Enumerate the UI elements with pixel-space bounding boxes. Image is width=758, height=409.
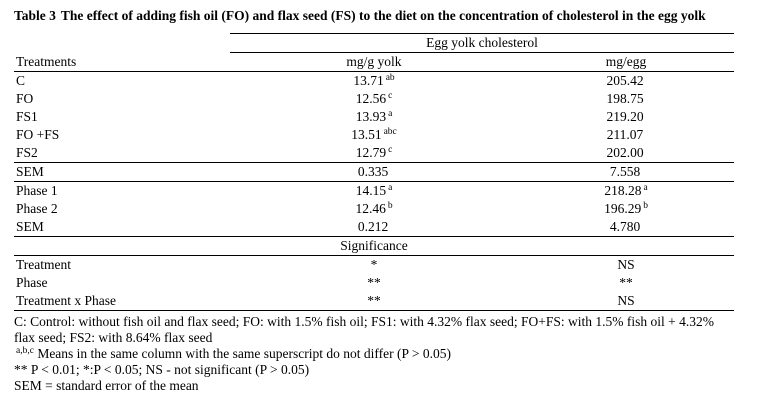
value-mg-egg: 202.00: [518, 144, 734, 163]
table-number: Table 3: [14, 8, 56, 23]
value-mg-g-yolk: 13.93 a: [230, 108, 518, 126]
significance-mg-egg: NS: [617, 257, 635, 272]
value-text: 13.51: [351, 127, 382, 142]
significance-row-phase: Phase ** **: [14, 274, 734, 292]
significance-mg-g-yolk: **: [367, 275, 381, 290]
value-text: 202.00: [606, 145, 644, 160]
row-label: Treatment x Phase: [14, 292, 230, 311]
row-label: FS2: [16, 145, 38, 160]
row-label: C: [16, 73, 26, 88]
row-label: Phase: [16, 275, 48, 290]
value-text: 0.335: [357, 164, 389, 179]
significance-mg-egg: NS: [518, 292, 734, 311]
superscript: c: [388, 144, 393, 155]
value-text: 12.46: [355, 201, 386, 216]
superscript: a: [388, 182, 393, 193]
value-text: 13.93: [355, 109, 387, 124]
empty-cell: [14, 34, 230, 53]
significance-row-treatment-x-phase: Treatment x Phase ** NS: [14, 292, 734, 311]
value-mg-egg: 198.75: [518, 90, 734, 108]
column-header-row: Treatments mg/g yolk mg/egg: [14, 52, 734, 72]
table-row-phase-1: Phase 1 14.15 a 218.28 a: [14, 182, 734, 201]
table-row-fo: FO 12.56 c 198.75: [14, 90, 734, 108]
value-text: 205.42: [606, 73, 644, 88]
value-text: 211.07: [606, 127, 644, 142]
significance-mg-g-yolk: *: [370, 257, 378, 272]
footnote-diet-definitions: C: Control: without fish oil and flax se…: [14, 314, 714, 345]
row-label: Phase 1: [16, 183, 58, 198]
table-row-fs1: FS1 13.93 a 219.20: [14, 108, 734, 126]
column-header-mg-g-yolk: mg/g yolk: [230, 52, 518, 72]
data-table: Egg yolk cholesterol Treatments mg/g yol…: [14, 33, 734, 311]
value-text: 198.75: [606, 91, 644, 106]
value-mg-egg: 4.780: [518, 218, 734, 237]
row-label: FS1: [16, 109, 38, 124]
value-mg-g-yolk: 12.46 b: [230, 200, 518, 218]
significance-mg-g-yolk: **: [230, 292, 518, 311]
value-mg-g-yolk: 12.79 c: [230, 144, 518, 163]
table-title: The effect of adding fish oil (FO) and f…: [60, 8, 706, 23]
superscript: c: [388, 90, 393, 101]
superscript-abc: a,b,c: [16, 345, 34, 356]
footnote-superscripts: a,b,c Means in the same column with the …: [14, 346, 738, 362]
value-mg-egg: 196.29 b: [518, 200, 734, 218]
table-row-sem-treatments: SEM 0.335 7.558: [14, 162, 734, 182]
table-row-fs2: FS2 12.79 c 202.00: [14, 144, 734, 163]
table-caption: Table 3 The effect of adding fish oil (FO…: [14, 8, 714, 24]
footnote-sem: SEM = standard error of the mean: [14, 378, 199, 393]
row-label: FO +FS: [16, 127, 60, 142]
value-mg-egg: 205.42: [518, 72, 734, 91]
table-row-fo-fs: FO +FS 13.51 abc 211.07: [14, 126, 734, 144]
value-text: 196.29: [604, 201, 642, 216]
superscript: a: [388, 108, 393, 119]
value-mg-egg: 7.558: [518, 162, 734, 182]
value-text: 12.56: [355, 91, 387, 106]
significance-mg-egg: **: [619, 275, 633, 290]
value-mg-egg: 219.20: [518, 108, 734, 126]
value-text: 0.212: [357, 219, 389, 234]
value-mg-egg: 211.07: [518, 126, 734, 144]
row-label: SEM: [14, 162, 230, 182]
row-label: Treatment: [16, 257, 71, 272]
column-header-treatments: Treatments: [14, 52, 230, 72]
table-row-phase-2: Phase 2 12.46 b 196.29 b: [14, 200, 734, 218]
value-mg-g-yolk: 0.335: [230, 162, 518, 182]
significance-header: Significance: [14, 236, 734, 256]
value-mg-g-yolk: 14.15 a: [230, 182, 518, 201]
superscript: ab: [385, 72, 395, 83]
table-row-sem-phase: SEM 0.212 4.780: [14, 218, 734, 237]
superscript: b: [643, 200, 648, 211]
value-text: 7.558: [609, 164, 641, 179]
value-text: 4.780: [609, 219, 641, 234]
value-text: 13.71: [353, 73, 384, 88]
footnote-superscripts-text: Means in the same column with the same s…: [33, 346, 451, 361]
value-mg-egg: 218.28 a: [518, 182, 734, 201]
value-mg-g-yolk: 13.71 ab: [230, 72, 518, 91]
group-header-egg-yolk-cholesterol: Egg yolk cholesterol: [230, 33, 734, 53]
footnote-significance-codes: ** P < 0.01; *:P < 0.05; NS - not signif…: [14, 362, 310, 377]
significance-header-row: Significance: [14, 236, 734, 256]
value-text: 12.79: [355, 145, 387, 160]
significance-row-treatment: Treatment * NS: [14, 256, 734, 275]
value-mg-g-yolk: 12.56 c: [230, 90, 518, 108]
row-label: FO: [16, 91, 34, 106]
group-header-row: Egg yolk cholesterol: [14, 33, 734, 53]
superscript: abc: [383, 126, 397, 137]
value-text: 218.28: [604, 183, 642, 198]
row-label: SEM: [14, 218, 230, 237]
value-text: 219.20: [606, 109, 644, 124]
row-label: Phase 2: [16, 201, 58, 216]
column-header-mg-egg: mg/egg: [518, 52, 734, 72]
value-text: 14.15: [355, 183, 387, 198]
value-mg-g-yolk: 0.212: [230, 218, 518, 237]
superscript: b: [387, 200, 393, 211]
table-row-c: C 13.71 ab 205.42: [14, 72, 734, 91]
footnotes: C: Control: without fish oil and flax se…: [14, 314, 738, 394]
value-mg-g-yolk: 13.51 abc: [230, 126, 518, 144]
superscript: a: [643, 182, 648, 193]
